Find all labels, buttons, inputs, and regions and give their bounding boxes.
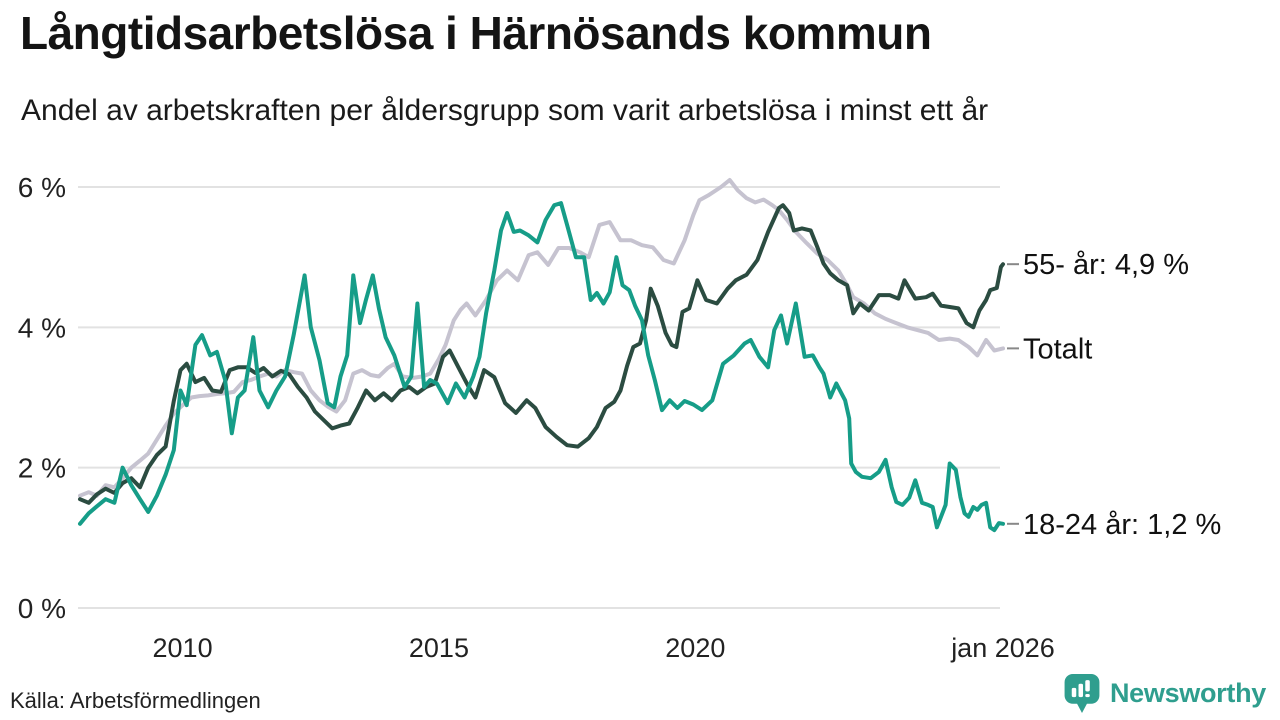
x-tick-label: 2015 — [409, 633, 469, 663]
series-line-Totalt — [78, 178, 1005, 498]
y-tick-label: 0 % — [18, 593, 66, 624]
y-tick-label: 6 % — [18, 172, 66, 203]
source-note: Källa: Arbetsförmedlingen — [10, 688, 261, 713]
y-axis-tick-labels: 0 % 2 % 4 % 6 % — [18, 172, 66, 624]
series-line-55-år — [78, 203, 1005, 505]
series-end-label: 18-24 år: 1,2 % — [1023, 509, 1221, 541]
x-tick-label: 2020 — [665, 633, 725, 663]
gridlines — [78, 186, 1000, 609]
bar-chart-pin-icon — [1064, 674, 1100, 713]
brand-name: Newsworthy — [1109, 678, 1266, 708]
x-tick-label: 2010 — [153, 633, 213, 663]
y-tick-label: 4 % — [18, 312, 66, 343]
series-end-label: Totalt — [1023, 333, 1092, 365]
x-tick-label: jan 2026 — [950, 633, 1055, 663]
y-tick-label: 2 % — [18, 453, 66, 484]
series-end-label: 55- år: 4,9 % — [1023, 249, 1189, 281]
newsworthy-logo: Newsworthy — [1063, 673, 1266, 714]
page-subtitle: Andel av arbetskraften per åldersgrupp s… — [21, 94, 989, 127]
page-title: Långtidsarbetslösa i Härnösands kommun — [20, 7, 932, 59]
series-line-18-24år — [78, 201, 1005, 533]
series-lines — [78, 178, 1005, 533]
series-end-labels: Totalt 55- år: 4,9 % 18-24 år: 1,2 % — [1007, 249, 1221, 541]
x-axis-tick-labels: 2010 2015 2020 jan 2026 — [153, 633, 1055, 663]
